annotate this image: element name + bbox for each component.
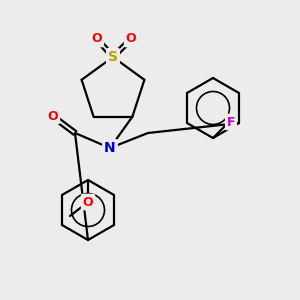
Text: O: O <box>48 110 58 122</box>
Text: O: O <box>126 32 136 46</box>
Text: O: O <box>92 32 102 46</box>
Text: S: S <box>108 50 118 64</box>
Text: O: O <box>83 196 93 208</box>
Text: N: N <box>104 141 116 155</box>
Text: F: F <box>227 116 235 128</box>
